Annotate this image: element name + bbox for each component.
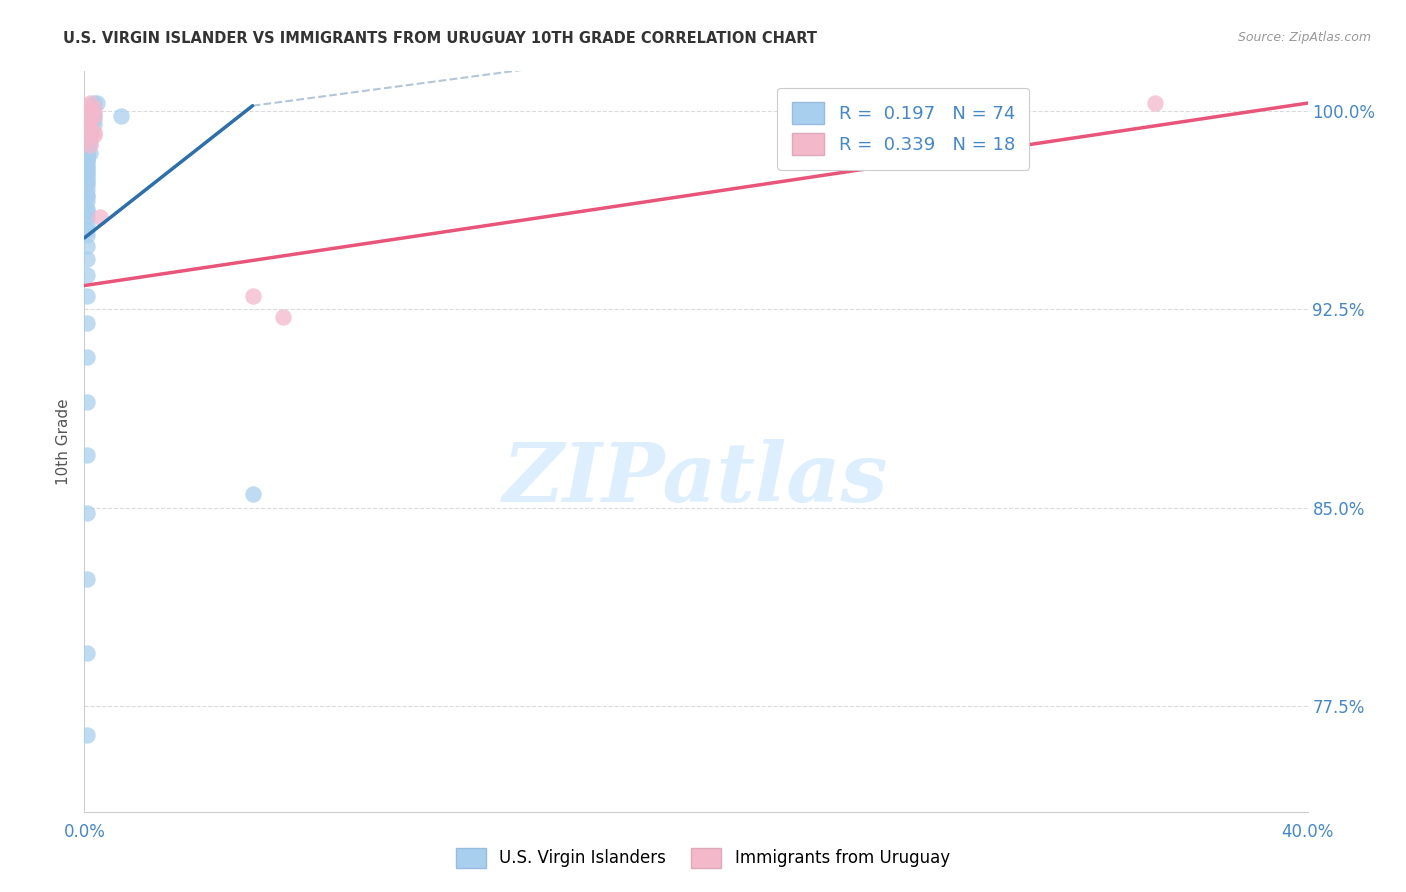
Text: Source: ZipAtlas.com: Source: ZipAtlas.com (1237, 31, 1371, 45)
Point (76, 162, 98, 177)
Point (76, 646, 98, 660)
Point (79, 109, 101, 123)
Text: ZIPatlas: ZIPatlas (503, 439, 889, 518)
Point (83, 117, 105, 131)
Point (83, 106, 105, 120)
Point (76, 144, 98, 158)
Point (79, 96, 101, 111)
Point (76, 210, 98, 224)
Point (76, 120, 98, 134)
Point (76, 188, 98, 202)
Point (76, 572, 98, 586)
Point (83, 96, 105, 111)
Point (76, 252, 98, 266)
Point (76, 506, 98, 520)
Point (79, 125, 101, 139)
Point (76, 149, 98, 163)
Point (1143, 96, 1166, 111)
Y-axis label: 10th Grade: 10th Grade (56, 398, 72, 485)
Point (76, 130, 98, 145)
Point (76, 122, 98, 136)
Point (76, 316, 98, 330)
Point (76, 223, 98, 237)
Point (76, 128, 98, 142)
Point (76, 175, 98, 190)
Point (79, 109, 101, 123)
Point (76, 133, 98, 147)
Point (76, 130, 98, 145)
Point (76, 106, 98, 120)
Point (76, 157, 98, 171)
Point (76, 122, 98, 136)
Point (76, 114, 98, 128)
Legend: R =  0.197   N = 74, R =  0.339   N = 18: R = 0.197 N = 74, R = 0.339 N = 18 (778, 87, 1029, 169)
Point (76, 350, 98, 364)
Point (76, 188, 98, 202)
Point (76, 239, 98, 253)
Point (76, 168, 98, 182)
Point (79, 112, 101, 126)
Point (76, 136, 98, 150)
Point (76, 194, 98, 208)
Point (76, 228, 98, 243)
Point (79, 120, 101, 134)
Point (76, 204, 98, 219)
Point (76, 141, 98, 155)
Point (76, 144, 98, 158)
Point (79, 112, 101, 126)
Point (76, 152, 98, 166)
Point (76, 138, 98, 153)
Point (242, 289, 264, 303)
Point (79, 138, 101, 153)
Point (76, 183, 98, 197)
Point (83, 128, 105, 142)
Point (83, 109, 105, 123)
Point (76, 289, 98, 303)
Point (76, 117, 98, 131)
Point (79, 146, 101, 161)
Point (76, 728, 98, 742)
Point (83, 125, 105, 139)
Point (79, 114, 101, 128)
Point (79, 103, 101, 118)
Point (76, 114, 98, 128)
Point (76, 173, 98, 187)
Point (76, 133, 98, 147)
Point (76, 117, 98, 131)
Point (89, 210, 111, 224)
Point (76, 178, 98, 192)
Point (79, 120, 101, 134)
Point (79, 122, 101, 136)
Point (76, 170, 98, 185)
Point (271, 310, 294, 325)
Point (76, 133, 98, 147)
Point (242, 487, 264, 501)
Point (76, 218, 98, 232)
Point (86, 96, 108, 111)
Point (79, 114, 101, 128)
Point (76, 152, 98, 166)
Point (76, 160, 98, 174)
Point (76, 99, 98, 113)
Point (79, 128, 101, 142)
Point (76, 149, 98, 163)
Point (76, 154, 98, 169)
Point (76, 448, 98, 462)
Point (76, 138, 98, 153)
Point (110, 109, 132, 123)
Point (76, 146, 98, 161)
Text: U.S. VIRGIN ISLANDER VS IMMIGRANTS FROM URUGUAY 10TH GRADE CORRELATION CHART: U.S. VIRGIN ISLANDER VS IMMIGRANTS FROM … (63, 31, 817, 46)
Point (76, 268, 98, 282)
Point (76, 202, 98, 216)
Point (76, 141, 98, 155)
Legend: U.S. Virgin Islanders, Immigrants from Uruguay: U.S. Virgin Islanders, Immigrants from U… (450, 841, 956, 875)
Point (76, 395, 98, 409)
Point (76, 122, 98, 136)
Point (76, 165, 98, 179)
Point (76, 125, 98, 139)
Point (83, 112, 105, 126)
Point (79, 136, 101, 150)
Point (83, 102, 105, 116)
